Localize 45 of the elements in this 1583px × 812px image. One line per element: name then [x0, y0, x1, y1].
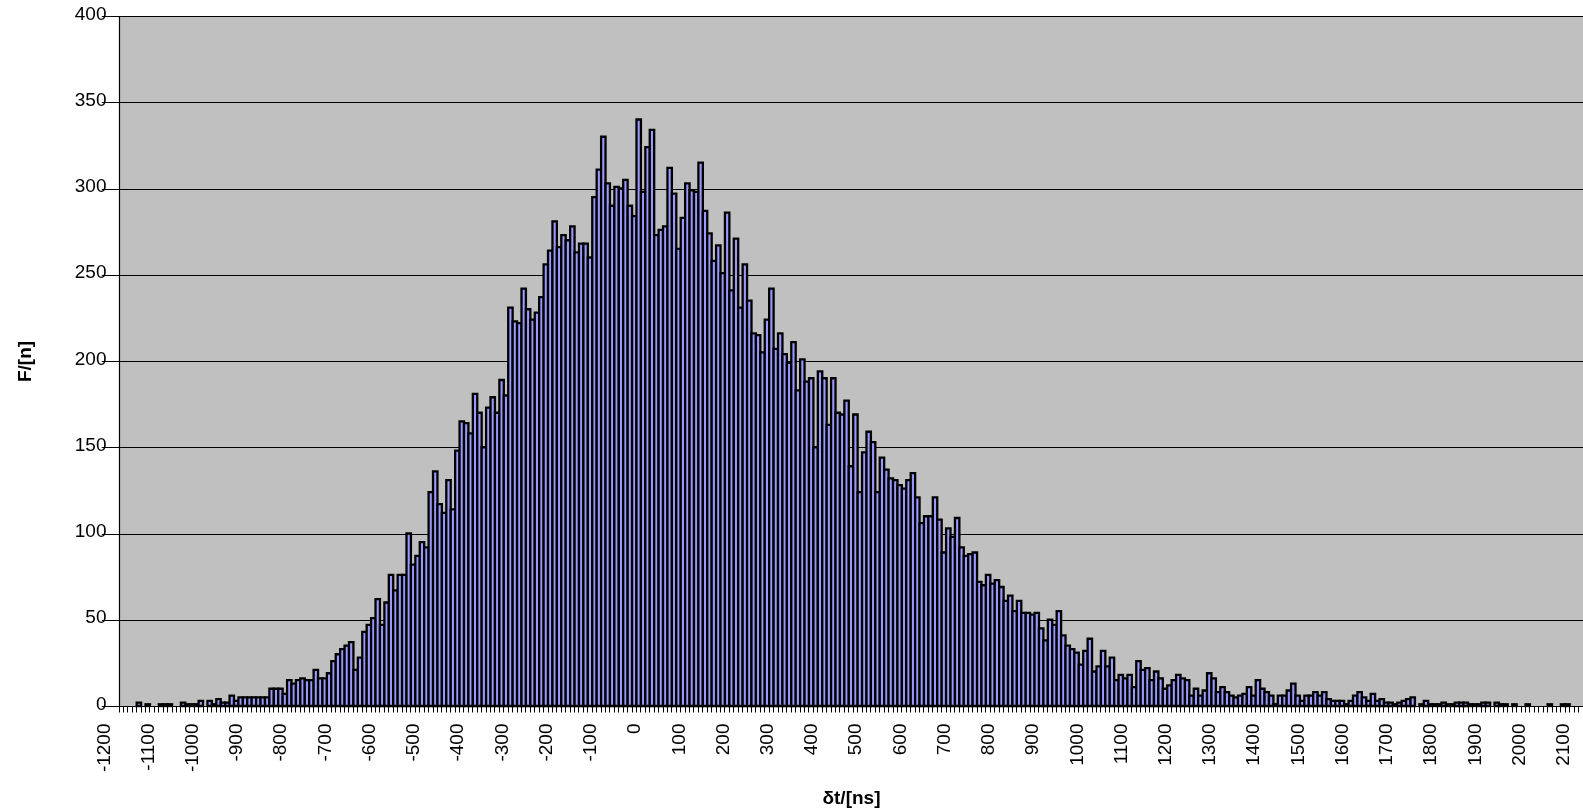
- x-tick-label: -1000: [180, 723, 202, 773]
- x-tick-label: 1900: [1463, 723, 1485, 766]
- x-tick-label: 1800: [1419, 723, 1441, 766]
- y-tick-label: 300: [74, 175, 107, 196]
- y-tick-label: 0: [95, 692, 107, 714]
- x-tick-label: 800: [977, 723, 999, 756]
- x-tick-label: 700: [932, 723, 954, 756]
- x-axis-title: δt/[ns]: [822, 786, 881, 808]
- x-tick-label: -300: [490, 723, 512, 762]
- x-tick-label: 1400: [1242, 723, 1264, 766]
- x-tick-label: 1300: [1198, 723, 1220, 766]
- x-tick-label: -600: [357, 723, 379, 762]
- x-tick-label: 1600: [1330, 723, 1352, 766]
- x-tick-label: 300: [755, 723, 777, 756]
- x-tick-label: 100: [667, 723, 689, 756]
- y-tick-label: 150: [74, 433, 107, 455]
- x-tick-label: -800: [269, 723, 291, 762]
- x-tick-label: 2000: [1507, 723, 1529, 766]
- x-tick-label: 1200: [1154, 723, 1176, 766]
- x-tick-label: -500: [402, 723, 424, 762]
- x-tick-label: 200: [711, 723, 733, 756]
- x-tick-label: 1000: [1065, 723, 1087, 766]
- x-tick-label: 900: [1021, 723, 1043, 756]
- y-tick-label: 200: [74, 347, 107, 369]
- y-tick-label: 350: [74, 88, 107, 110]
- x-tick-label: 0: [623, 723, 645, 735]
- y-axis-title: F/[n]: [13, 340, 35, 383]
- y-tick-label: 250: [74, 261, 107, 283]
- x-tick-label: 2100: [1552, 723, 1574, 766]
- x-tick-label: 500: [844, 723, 866, 756]
- x-tick-label: 1500: [1286, 723, 1308, 766]
- x-tick-label: -1200: [92, 723, 114, 773]
- y-tick-label: 100: [74, 520, 107, 541]
- x-tick-label: -100: [579, 723, 601, 762]
- x-tick-label: 1100: [1109, 723, 1131, 765]
- x-tick-label: -700: [313, 723, 335, 762]
- x-tick-label: -200: [534, 723, 556, 762]
- y-tick-label: 50: [85, 606, 107, 628]
- x-tick-label: 1700: [1375, 723, 1397, 766]
- x-tick-label: -400: [446, 723, 468, 762]
- y-tick-label: 400: [74, 2, 107, 24]
- x-tick-label: -900: [225, 723, 247, 762]
- x-tick-label: 600: [888, 723, 910, 756]
- x-tick-label: 400: [800, 723, 822, 756]
- x-tick-label: -1100: [136, 723, 158, 771]
